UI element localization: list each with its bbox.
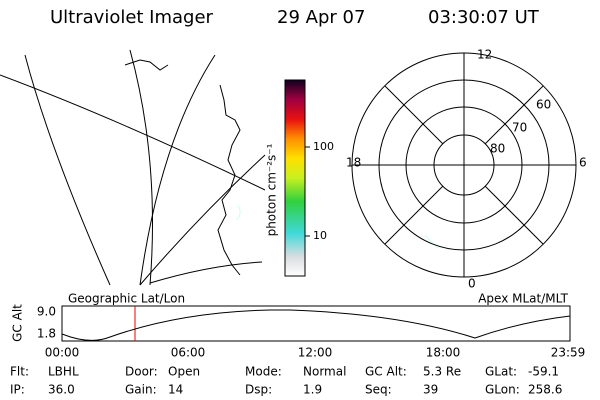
- orbit-altitude: [61, 309, 571, 341]
- status-label: Door:: [125, 365, 158, 379]
- status-value: 36.0: [48, 383, 75, 397]
- status-value: 258.6: [528, 383, 562, 397]
- orbit-x-tick: 23:59: [551, 346, 586, 360]
- mlt-label: 0: [468, 277, 476, 291]
- colorbar-tick-label: 100: [313, 140, 334, 153]
- status-value: Normal: [303, 365, 346, 379]
- mlt-label: 12: [477, 48, 492, 62]
- status-label: Dsp:: [245, 383, 272, 397]
- orbit-x-tick: 00:00: [45, 346, 80, 360]
- orbit-x-tick: 06:00: [171, 346, 206, 360]
- mlt-label: 6: [579, 156, 587, 170]
- orbit-x-tick: 12:00: [298, 346, 333, 360]
- status-label: GC Alt:: [365, 365, 407, 379]
- colorbar-tick-label: 10: [313, 229, 327, 242]
- status-label: IP:: [10, 383, 25, 397]
- orbit-y-tick: 9.0: [37, 305, 56, 319]
- instrument: Ultraviolet Imager: [50, 7, 214, 28]
- mlt-label: 18: [346, 156, 361, 170]
- orbit-x-tick: 18:00: [426, 346, 461, 360]
- mlat-label: 70: [512, 121, 527, 135]
- orbit-left-title: Geographic Lat/Lon: [68, 292, 185, 306]
- status-value: 39: [423, 383, 438, 397]
- orbit-right-title: Apex MLat/MLT: [478, 292, 568, 306]
- polar-grid: [351, 52, 577, 278]
- status-value: LBHL: [48, 365, 79, 379]
- status-value: 14: [168, 383, 183, 397]
- date: 29 Apr 07: [277, 7, 365, 28]
- status-label: Gain:: [125, 383, 157, 397]
- orbit-y-label: GC Alt: [11, 304, 25, 342]
- status-value: -59.1: [528, 365, 559, 379]
- mlat-label: 60: [536, 98, 551, 112]
- status-value: 1.9: [303, 383, 322, 397]
- status-label: GLon:: [485, 383, 520, 397]
- status-label: GLat:: [485, 365, 517, 379]
- time: 03:30:07 UT: [428, 7, 540, 28]
- colorbar: [284, 79, 306, 277]
- status-label: Mode:: [245, 365, 282, 379]
- status-label: Flt:: [10, 365, 29, 379]
- orbit-y-tick: 1.8: [37, 327, 56, 341]
- colorbar-label: photon cm⁻²s⁻¹: [265, 143, 279, 236]
- status-value: Open: [168, 365, 200, 379]
- orbit-frame: [61, 305, 571, 342]
- status-value: 5.3 Re: [423, 365, 461, 379]
- status: Flt: LBHL Door: Open Mode: Normal GC Alt: 5.3 R…: [10, 365, 562, 397]
- status-label: Seq:: [365, 383, 392, 397]
- map: [0, 49, 439, 286]
- mlat-label: 80: [490, 142, 505, 156]
